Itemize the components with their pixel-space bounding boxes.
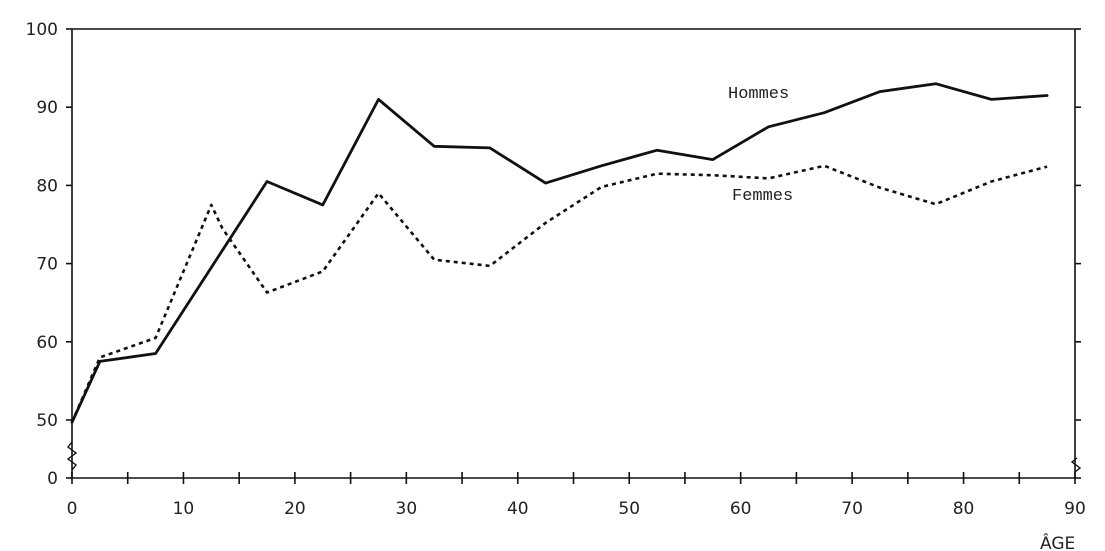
y-tick-label-60: 60	[36, 333, 58, 353]
marks-group	[70, 82, 1049, 424]
y-tick-label-0: 0	[47, 469, 58, 489]
y-tick-label-100: 100	[26, 20, 58, 40]
y-tick-label-90: 90	[36, 98, 58, 118]
y-axis-break-left	[66, 441, 78, 471]
series-label-femmes: Femmes	[732, 187, 793, 206]
x-tick-label-10: 10	[173, 499, 195, 519]
x-tick-label-20: 20	[284, 499, 306, 519]
x-tick-label-80: 80	[953, 499, 975, 519]
x-tick-label-60: 60	[730, 499, 752, 519]
series-line-hommes	[70, 82, 1049, 424]
y-tick-label-50: 50	[36, 411, 58, 431]
x-tick-label-0: 0	[67, 499, 78, 519]
x-tick-label-90: 90	[1064, 499, 1086, 519]
x-tick-label-30: 30	[396, 499, 418, 519]
series-line-femmes	[70, 164, 1048, 423]
y-axis-break-right	[1070, 457, 1082, 473]
y-tick-label-80: 80	[36, 176, 58, 196]
annotations-group: Hommes Femmes ÂGE	[728, 85, 1075, 551]
x-axis-label: ÂGE	[1040, 532, 1075, 551]
x-tick-label-40: 40	[507, 499, 529, 519]
y-tick-label-70: 70	[36, 255, 58, 275]
x-tick-label-50: 50	[618, 499, 640, 519]
series-label-hommes: Hommes	[728, 85, 789, 104]
x-tick-label-70: 70	[841, 499, 863, 519]
axes-group: 0 10 20 30 40 50 60 70 80 90 0 50 60 70 80 90 100	[26, 20, 1086, 519]
